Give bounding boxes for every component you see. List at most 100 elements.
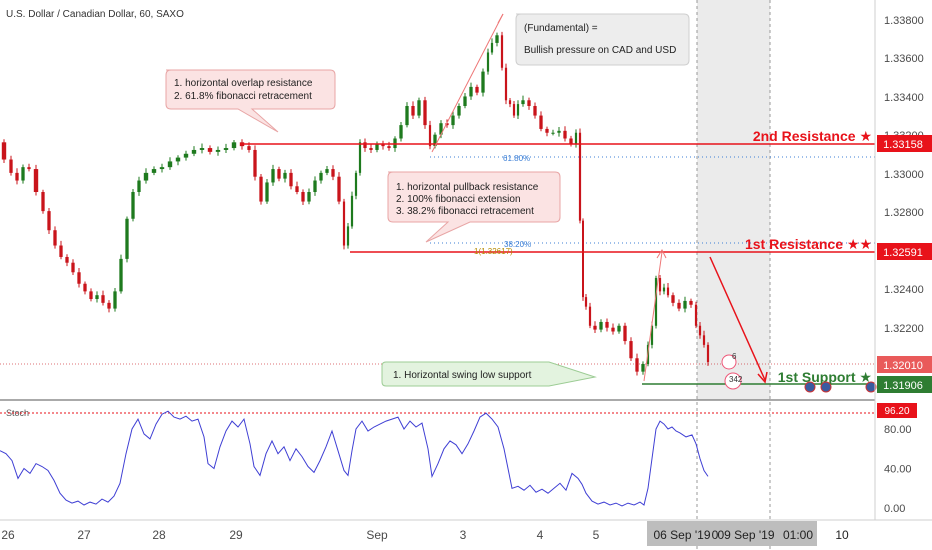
candle-body bbox=[207, 148, 213, 152]
candles-series bbox=[1, 31, 710, 376]
note-fundamental[interactable]: (Fundamental) = Bullish pressure on CAD … bbox=[515, 13, 690, 66]
candle-body bbox=[77, 272, 81, 284]
future-event-icons[interactable] bbox=[804, 381, 877, 393]
candle-body bbox=[259, 176, 263, 202]
future-shade bbox=[697, 0, 770, 400]
candle-body bbox=[654, 278, 658, 326]
candle-body bbox=[635, 358, 639, 372]
candle-body bbox=[662, 287, 666, 292]
candle-body bbox=[411, 106, 415, 116]
candle-body bbox=[151, 169, 157, 173]
candle-body bbox=[650, 325, 654, 345]
resistance-2-label: 2nd Resistance ★ bbox=[753, 128, 872, 144]
candle-body bbox=[358, 142, 362, 173]
price-tag-r1-text: 1.32591 bbox=[883, 247, 923, 259]
time-axis[interactable]: 26 27 28 29 Sep 3 4 5 bbox=[1, 528, 599, 542]
time-axis-highlight bbox=[647, 521, 817, 546]
candle-body bbox=[539, 115, 543, 129]
candle-body bbox=[557, 130, 561, 133]
candle-body bbox=[582, 220, 584, 298]
candle-body bbox=[504, 67, 508, 101]
candle-body bbox=[1, 142, 7, 160]
candle-body bbox=[33, 169, 39, 192]
candle-body bbox=[27, 167, 31, 170]
candle-body bbox=[428, 125, 432, 147]
us-flag-icon-2 bbox=[820, 381, 832, 393]
candle-body bbox=[59, 245, 63, 257]
candle-body bbox=[578, 132, 582, 221]
time-tick-label: 27 bbox=[77, 528, 91, 542]
note-overlap-resistance[interactable]: 1. horizontal overlap resistance 2. 61.8… bbox=[165, 69, 336, 133]
support-1-label: 1st Support ★ bbox=[778, 369, 872, 385]
candle-body bbox=[183, 153, 189, 158]
time-future-label: 09 Sep '19 bbox=[717, 528, 774, 542]
candle-body bbox=[137, 180, 141, 192]
time-tick-label: 5 bbox=[593, 528, 600, 542]
candle-body bbox=[706, 344, 710, 363]
candle-body bbox=[167, 161, 173, 168]
candle-body bbox=[623, 325, 627, 342]
candle-body bbox=[445, 123, 449, 126]
fib-extension-leg-1 bbox=[431, 13, 504, 153]
candle-body bbox=[698, 325, 702, 336]
candle-body bbox=[319, 172, 323, 181]
candle-body bbox=[369, 148, 373, 150]
price-axis[interactable]: 1.338001.336001.334001.332001.330001.328… bbox=[884, 15, 924, 373]
candle-body bbox=[605, 321, 609, 328]
candle-body bbox=[512, 104, 516, 116]
candle-body bbox=[533, 106, 537, 116]
candle-body bbox=[307, 192, 311, 202]
price-tick-label: 1.33400 bbox=[884, 92, 924, 104]
candle-body bbox=[175, 157, 181, 162]
candle-body bbox=[295, 186, 299, 192]
price-tick-label: 1.33600 bbox=[884, 53, 924, 65]
candle-body bbox=[101, 295, 105, 303]
time-future-label: 01:00 bbox=[783, 528, 813, 542]
time-axis-future-labels[interactable]: 06 Sep '19 0 09 Sep '19 01:00 10 bbox=[653, 528, 849, 542]
note-pullback-line-1: 1. horizontal pullback resistance bbox=[396, 182, 539, 193]
candle-body bbox=[617, 325, 621, 332]
candle-body bbox=[159, 167, 165, 170]
price-tag-s1: 1.31906 bbox=[877, 376, 932, 393]
candle-body bbox=[551, 132, 555, 134]
stoch-tick-label: 40.00 bbox=[884, 464, 912, 476]
candle-body bbox=[481, 71, 485, 93]
events-marker[interactable]: 6 342 bbox=[721, 352, 743, 390]
candle-body bbox=[683, 300, 687, 309]
fib-618-label: 61.80% bbox=[503, 154, 530, 163]
time-future-label: 0 bbox=[712, 528, 719, 542]
candle-body bbox=[325, 169, 329, 173]
candle-body bbox=[277, 169, 281, 179]
price-tag-r2-text: 1.33158 bbox=[883, 139, 923, 151]
note-fundamental-line-2: Bullish pressure on CAD and USD bbox=[524, 45, 676, 56]
note-support-text: 1. Horizontal swing low support bbox=[393, 370, 532, 381]
time-future-label: 06 Sep '19 bbox=[653, 528, 710, 542]
projection-arrow-head bbox=[757, 371, 768, 384]
note-overlap-line-1: 1. horizontal overlap resistance bbox=[174, 78, 313, 89]
fib-extension-label: 1(1.32617) bbox=[474, 247, 513, 256]
candle-body bbox=[9, 159, 13, 173]
time-future-label: 10 bbox=[835, 528, 849, 542]
candle-body bbox=[125, 218, 129, 259]
candle-body bbox=[143, 172, 149, 181]
note-pullback-line-3: 3. 38.2% fibonacci retracement bbox=[396, 206, 534, 217]
candle-body bbox=[41, 192, 45, 212]
candle-body bbox=[671, 295, 675, 303]
candle-body bbox=[83, 283, 87, 292]
candle-body bbox=[516, 104, 520, 116]
candle-body bbox=[475, 86, 479, 93]
candle-body bbox=[313, 180, 317, 192]
candle-body bbox=[451, 115, 455, 126]
stoch-axis[interactable]: 80.00 40.00 0.00 bbox=[884, 424, 912, 515]
note-support[interactable]: 1. Horizontal swing low support bbox=[381, 361, 597, 387]
candle-body bbox=[113, 291, 117, 309]
candle-body bbox=[231, 142, 237, 149]
note-pullback-resistance[interactable]: 1. horizontal pullback resistance 2. 100… bbox=[387, 171, 561, 243]
candle-body bbox=[423, 100, 427, 126]
candle-body bbox=[119, 258, 123, 292]
price-tick-label: 1.33800 bbox=[884, 15, 924, 27]
price-tag-r1: 1.32591 bbox=[877, 243, 932, 260]
candle-body bbox=[47, 211, 51, 231]
stoch-tick-label: 0.00 bbox=[884, 503, 905, 515]
